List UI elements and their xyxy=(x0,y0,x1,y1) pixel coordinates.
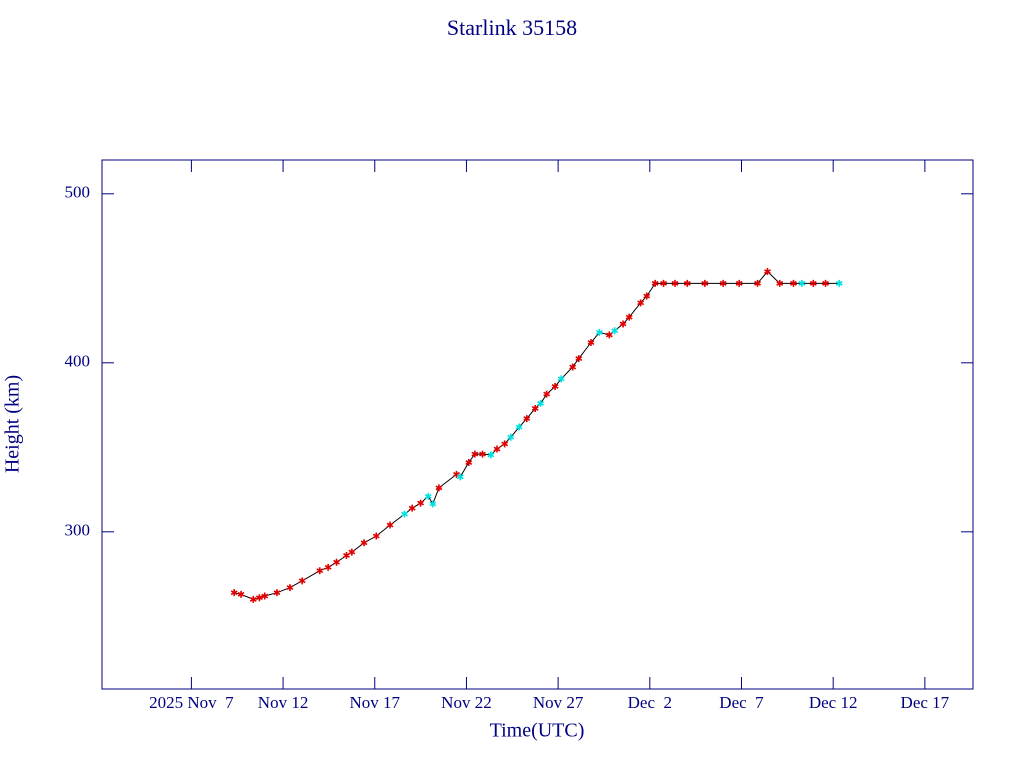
y-tick-label: 300 xyxy=(65,521,91,540)
data-marker xyxy=(569,363,577,371)
data-marker xyxy=(465,459,473,467)
data-marker xyxy=(809,279,817,287)
chart-title: Starlink 35158 xyxy=(447,15,577,40)
x-tick-label: Dec 17 xyxy=(901,693,950,712)
data-marker xyxy=(501,440,509,448)
data-marker xyxy=(286,584,294,592)
data-marker xyxy=(651,279,659,287)
data-marker xyxy=(523,415,531,423)
data-marker xyxy=(249,595,257,603)
data-marker xyxy=(261,592,269,600)
data-marker xyxy=(595,328,603,336)
x-tick-label: Dec 12 xyxy=(809,693,858,712)
x-tick-label: Nov 17 xyxy=(349,693,400,712)
data-marker xyxy=(237,590,245,598)
data-marker xyxy=(333,558,340,566)
data-marker xyxy=(619,320,627,328)
data-marker xyxy=(776,279,784,287)
data-line xyxy=(234,270,840,600)
y-tick-label: 400 xyxy=(65,352,91,371)
y-tick-label: 500 xyxy=(65,183,91,202)
x-tick-label: Nov 27 xyxy=(533,693,584,712)
data-marker xyxy=(531,404,539,412)
data-marker xyxy=(372,532,380,540)
data-marker xyxy=(515,423,523,431)
data-marker xyxy=(255,594,263,602)
data-marker xyxy=(637,299,645,307)
data-marker xyxy=(551,382,559,390)
data-marker xyxy=(587,339,595,347)
data-marker xyxy=(435,484,443,492)
data-marker xyxy=(764,268,771,276)
data-marker xyxy=(683,279,691,287)
data-marker xyxy=(671,279,679,287)
data-marker xyxy=(798,279,806,287)
data-marker xyxy=(754,279,761,287)
data-marker xyxy=(471,450,479,458)
plot-frame xyxy=(101,159,974,690)
data-marker xyxy=(835,279,843,287)
x-tick-label: Nov 12 xyxy=(258,693,309,712)
data-marker xyxy=(557,375,565,383)
data-marker xyxy=(493,445,501,453)
data-marker xyxy=(543,390,551,398)
data-marker xyxy=(507,433,515,441)
x-tick-label: 2025 Nov 7 xyxy=(149,693,234,712)
data-marker xyxy=(719,279,727,287)
data-marker xyxy=(273,589,281,597)
data-marker xyxy=(424,492,432,500)
data-marker xyxy=(575,355,583,363)
data-marker xyxy=(701,279,709,287)
data-marker xyxy=(605,331,613,339)
data-marker xyxy=(360,539,368,547)
data-marker xyxy=(343,551,350,559)
data-marker xyxy=(298,577,306,585)
data-marker xyxy=(643,292,651,300)
data-marker xyxy=(429,500,437,508)
data-marker xyxy=(230,589,238,597)
data-marker xyxy=(611,327,619,335)
data-marker xyxy=(790,279,797,287)
x-tick-label: Dec 2 xyxy=(628,693,672,712)
data-marker xyxy=(822,279,829,287)
data-marker xyxy=(417,499,425,507)
x-tick-label: Nov 22 xyxy=(441,693,492,712)
data-marker xyxy=(386,521,394,529)
data-marker xyxy=(324,563,332,571)
data-marker xyxy=(660,279,667,287)
data-marker xyxy=(348,548,356,556)
data-marker xyxy=(401,510,408,518)
data-marker xyxy=(487,451,495,459)
data-marker xyxy=(456,473,464,481)
data-marker xyxy=(625,313,633,321)
y-axis-label: Height (km) xyxy=(2,375,24,473)
data-marker xyxy=(537,399,544,407)
data-marker xyxy=(408,504,416,512)
x-tick-label: Dec 7 xyxy=(719,693,764,712)
data-marker xyxy=(479,450,486,458)
data-marker xyxy=(316,567,324,575)
data-marker xyxy=(735,279,743,287)
x-axis-label: Time(UTC) xyxy=(490,720,585,742)
